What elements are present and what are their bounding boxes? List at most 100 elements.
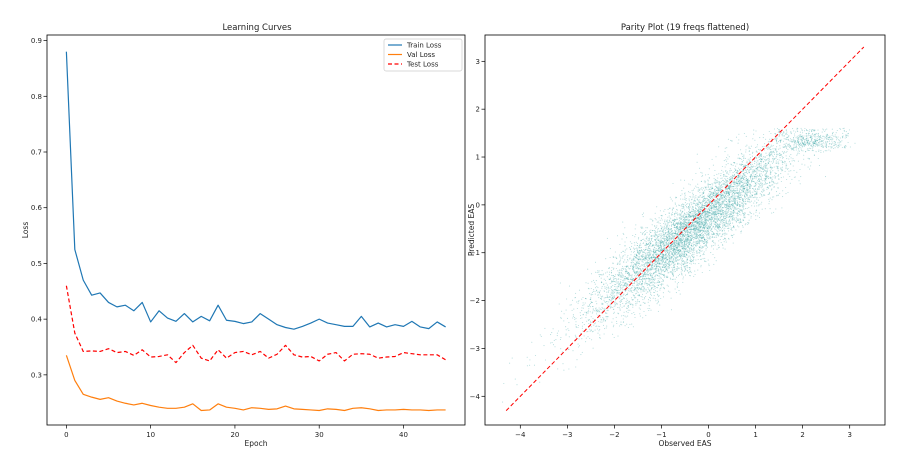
scatter-point [825, 136, 827, 138]
scatter-point [792, 148, 794, 150]
scatter-point [771, 145, 773, 148]
scatter-point [597, 270, 599, 272]
scatter-point [823, 138, 825, 140]
x-axis-ticks: 0 10 20 30 40 [64, 425, 408, 439]
scatter-point [644, 290, 646, 292]
scatter-point [636, 273, 638, 275]
scatter-point [730, 190, 732, 192]
scatter-point [635, 300, 637, 303]
scatter-point [783, 152, 785, 154]
scatter-point [813, 142, 815, 144]
scatter-point [770, 132, 772, 135]
scatter-point [602, 320, 604, 322]
scatter-point [821, 137, 823, 140]
scatter-point [796, 137, 799, 139]
scatter-point [775, 165, 777, 167]
scatter-point [694, 221, 696, 223]
scatter-point [760, 163, 762, 165]
scatter-point [705, 217, 707, 219]
scatter-point [632, 259, 634, 261]
scatter-point [716, 234, 718, 236]
scatter-point [721, 213, 723, 215]
scatter-point [634, 313, 636, 316]
scatter-point [612, 292, 614, 294]
scatter-point [824, 145, 826, 147]
scatter-point [751, 163, 753, 165]
scatter-point [609, 296, 611, 298]
scatter-point [642, 256, 644, 258]
scatter-point [750, 200, 752, 202]
scatter-point [813, 142, 815, 144]
scatter-point [825, 137, 828, 139]
scatter-point [619, 301, 621, 303]
scatter-point [838, 143, 840, 145]
scatter-point [745, 187, 747, 189]
scatter-point [768, 156, 771, 158]
scatter-point [775, 160, 777, 162]
scatter-point [826, 141, 828, 143]
scatter-point [733, 225, 735, 228]
scatter-point [683, 187, 685, 189]
scatter-point [805, 135, 807, 137]
scatter-point [778, 178, 780, 181]
scatter-point [721, 177, 723, 179]
scatter-point [701, 224, 703, 226]
scatter-point [719, 193, 721, 196]
scatter-point [669, 237, 671, 239]
scatter-point [767, 145, 769, 148]
scatter-point [686, 242, 688, 244]
scatter-point [604, 328, 606, 330]
scatter-point [629, 241, 631, 243]
scatter-point [686, 253, 688, 256]
scatter-point [691, 254, 693, 257]
scatter-point [653, 279, 656, 281]
scatter-point [658, 248, 660, 250]
scatter-point [797, 141, 799, 143]
scatter-point [730, 227, 732, 229]
scatter-point [701, 200, 704, 202]
scatter-point [701, 189, 704, 191]
scatter-point [655, 238, 657, 241]
scatter-point [700, 255, 702, 257]
scatter-point [685, 265, 687, 267]
scatter-point [625, 283, 627, 285]
scatter-point [817, 133, 819, 135]
scatter-point [734, 220, 736, 222]
scatter-point [667, 285, 669, 287]
scatter-point [648, 255, 650, 258]
scatter-point [814, 143, 816, 145]
scatter-point [702, 234, 705, 236]
scatter-point [736, 182, 738, 184]
scatter-point [695, 226, 697, 228]
scatter-point [809, 168, 811, 170]
scatter-point [659, 257, 661, 259]
scatter-point [645, 279, 647, 281]
scatter-point [709, 207, 711, 209]
scatter-point [776, 150, 778, 153]
scatter-point [736, 187, 739, 189]
scatter-point [676, 286, 678, 288]
scatter-point [644, 233, 646, 235]
scatter-point [753, 196, 756, 198]
scatter-point [799, 183, 801, 185]
scatter-point [651, 276, 653, 278]
scatter-point [687, 216, 689, 218]
scatter-point [657, 238, 659, 241]
scatter-point [822, 146, 824, 148]
scatter-point [710, 223, 712, 225]
scatter-point [594, 261, 597, 263]
scatter-point [701, 205, 704, 207]
scatter-point [665, 235, 667, 237]
scatter-point [825, 134, 827, 136]
scatter-point [691, 226, 693, 228]
scatter-point [709, 217, 712, 219]
scatter-point [634, 236, 636, 238]
scatter-point [598, 271, 600, 273]
scatter-point [693, 198, 696, 200]
scatter-point [688, 216, 690, 218]
scatter-point [704, 219, 706, 221]
scatter-point [669, 228, 671, 230]
scatter-point [802, 136, 804, 138]
scatter-point [825, 145, 827, 147]
scatter-point [571, 299, 574, 301]
